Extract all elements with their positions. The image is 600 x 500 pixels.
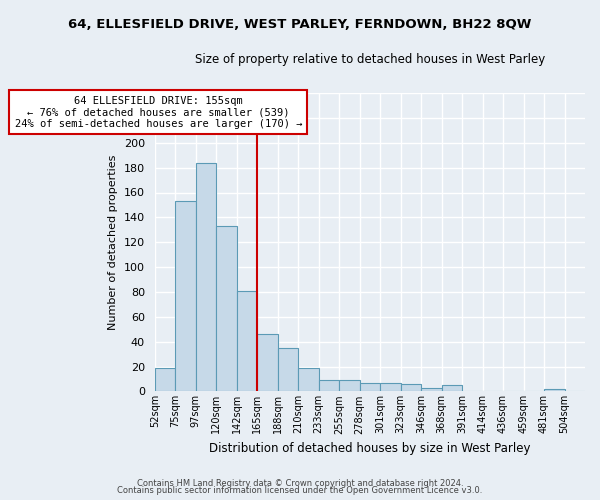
- Y-axis label: Number of detached properties: Number of detached properties: [108, 154, 118, 330]
- Bar: [257, 334, 278, 392]
- Bar: [216, 226, 237, 392]
- Text: Contains public sector information licensed under the Open Government Licence v3: Contains public sector information licen…: [118, 486, 482, 495]
- Bar: [401, 384, 421, 392]
- X-axis label: Distribution of detached houses by size in West Parley: Distribution of detached houses by size …: [209, 442, 530, 455]
- Bar: [237, 290, 257, 392]
- Bar: [380, 382, 401, 392]
- Text: Contains HM Land Registry data © Crown copyright and database right 2024.: Contains HM Land Registry data © Crown c…: [137, 478, 463, 488]
- Bar: [278, 348, 298, 392]
- Text: 64, ELLESFIELD DRIVE, WEST PARLEY, FERNDOWN, BH22 8QW: 64, ELLESFIELD DRIVE, WEST PARLEY, FERND…: [68, 18, 532, 30]
- Bar: [175, 201, 196, 392]
- Bar: [359, 382, 380, 392]
- Bar: [421, 388, 442, 392]
- Bar: [442, 385, 462, 392]
- Title: Size of property relative to detached houses in West Parley: Size of property relative to detached ho…: [195, 52, 545, 66]
- Bar: [544, 389, 565, 392]
- Bar: [319, 380, 339, 392]
- Text: 64 ELLESFIELD DRIVE: 155sqm
← 76% of detached houses are smaller (539)
24% of se: 64 ELLESFIELD DRIVE: 155sqm ← 76% of det…: [15, 96, 302, 128]
- Bar: [298, 368, 319, 392]
- Bar: [196, 162, 216, 392]
- Bar: [155, 368, 175, 392]
- Bar: [339, 380, 359, 392]
